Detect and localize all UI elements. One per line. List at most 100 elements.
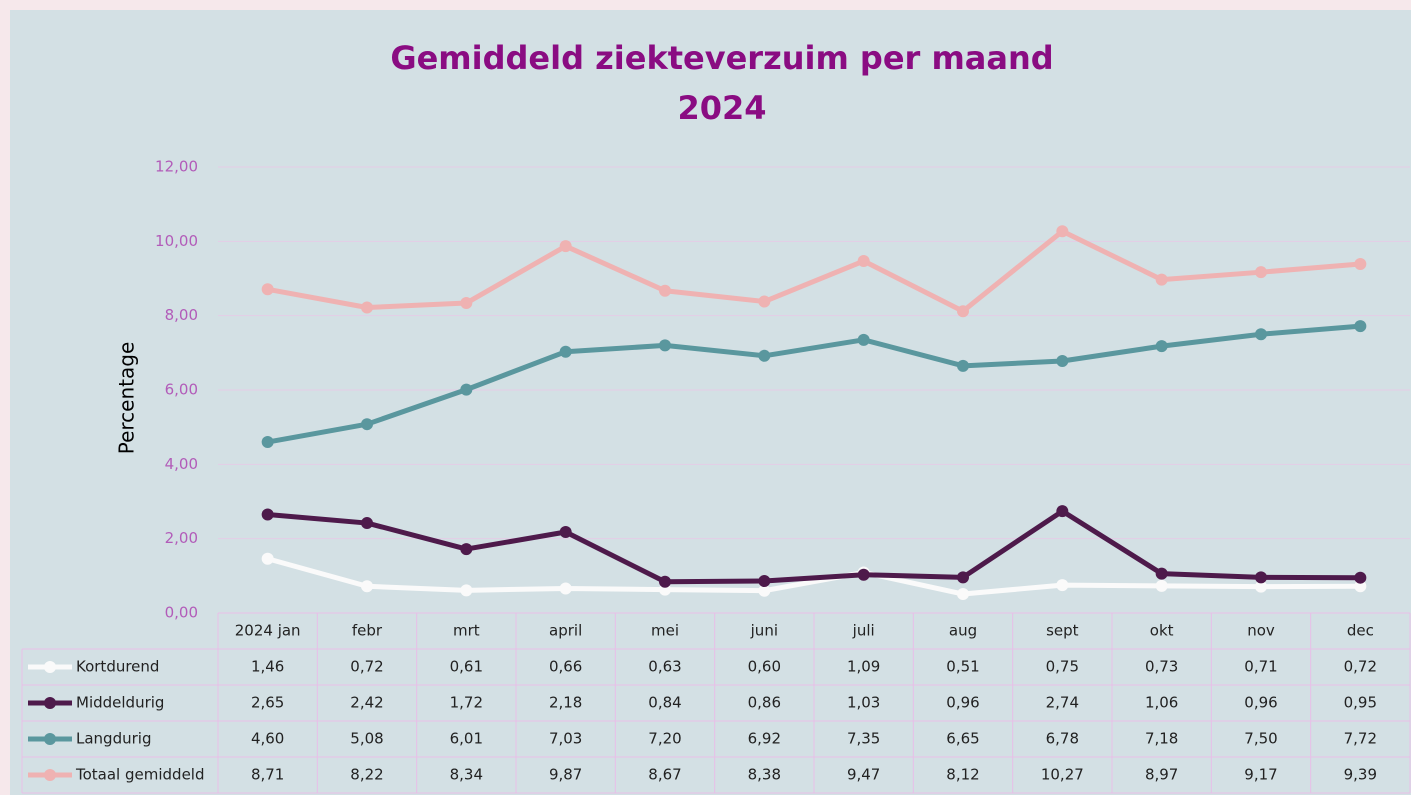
chart-title: Gemiddeld ziekteverzuim per maand [390, 39, 1053, 77]
series-marker [1056, 579, 1069, 592]
x-tick-label: dec [1347, 622, 1374, 640]
table-value: 8,22 [350, 766, 383, 784]
series-marker [758, 575, 771, 588]
series-marker [1155, 567, 1168, 580]
table-value: 9,17 [1244, 766, 1277, 784]
table-value: 2,42 [350, 694, 383, 712]
table-value: 0,61 [450, 658, 483, 676]
legend-label: Middeldurig [76, 694, 164, 712]
y-tick-label: 8,00 [165, 306, 198, 324]
series-line [266, 556, 1361, 597]
series-marker [758, 349, 771, 362]
table-value: 0,71 [1244, 658, 1277, 676]
legend-label: Kortdurend [76, 658, 159, 676]
legend-swatch-marker [44, 697, 56, 709]
x-tick-label: 2024 jan [235, 622, 301, 640]
series-marker [261, 508, 274, 521]
series-marker [261, 552, 274, 565]
table-value: 1,03 [847, 694, 880, 712]
table-value: 1,09 [847, 658, 880, 676]
table-value: 7,50 [1244, 730, 1277, 748]
series-marker [1056, 505, 1069, 518]
legend-swatch-marker [44, 733, 56, 745]
series-marker [1354, 571, 1367, 584]
series-marker [559, 345, 572, 358]
x-tick-label: febr [352, 622, 383, 640]
series-marker [361, 517, 373, 530]
table-value: 1,72 [450, 694, 483, 712]
series-marker [659, 284, 671, 297]
table-value: 0,96 [946, 694, 979, 712]
series-marker [559, 582, 572, 595]
x-tick-label: okt [1150, 622, 1174, 640]
table-value: 7,35 [847, 730, 880, 748]
table-value: 0,72 [1344, 658, 1377, 676]
table-value: 8,71 [251, 766, 284, 784]
series-marker [1155, 340, 1168, 353]
table-value: 2,74 [1046, 694, 1079, 712]
y-tick-label: 6,00 [165, 381, 198, 399]
table-value: 0,84 [648, 694, 681, 712]
table-value: 7,72 [1344, 730, 1377, 748]
table-value: 8,38 [748, 766, 781, 784]
x-tick-label: juli [852, 622, 875, 640]
series-marker [1255, 266, 1267, 279]
table-value: 0,51 [946, 658, 979, 676]
table-value: 7,18 [1145, 730, 1178, 748]
series-marker [1354, 580, 1367, 593]
legend-label: Langdurig [76, 730, 151, 748]
table-value: 0,66 [549, 658, 582, 676]
series-marker [1255, 328, 1267, 341]
table-value: 7,20 [648, 730, 681, 748]
table-value: 4,60 [251, 730, 284, 748]
legend-swatch-marker [44, 661, 56, 673]
table-value: 8,12 [946, 766, 979, 784]
table-value: 5,08 [350, 730, 383, 748]
y-tick-label: 10,00 [155, 232, 198, 250]
series-line [267, 228, 1361, 314]
table-value: 1,06 [1145, 694, 1178, 712]
series-marker [559, 240, 572, 253]
series-marker [957, 571, 969, 584]
series-marker [659, 339, 671, 352]
x-tick-label: aug [949, 622, 977, 640]
chart-background [10, 10, 1411, 795]
table-value: 6,78 [1046, 730, 1079, 748]
series-marker [1056, 225, 1069, 238]
series-marker [857, 333, 870, 346]
y-tick-label: 2,00 [165, 529, 198, 547]
table-value: 8,97 [1145, 766, 1178, 784]
y-tick-label: 4,00 [165, 455, 198, 473]
y-tick-label: 12,00 [155, 158, 198, 176]
legend-label: Totaal gemiddeld [75, 766, 204, 784]
legend-swatch-marker [44, 769, 56, 781]
series-marker [361, 301, 373, 314]
series-marker [758, 295, 771, 308]
series-marker [460, 297, 473, 310]
table-value: 10,27 [1041, 766, 1084, 784]
series-marker [460, 383, 473, 396]
x-tick-label: nov [1247, 622, 1275, 640]
series-marker [1255, 580, 1267, 593]
series-marker [1155, 579, 1168, 592]
table-value: 8,67 [648, 766, 681, 784]
x-tick-label: mrt [453, 622, 480, 640]
table-value: 0,60 [748, 658, 781, 676]
series-marker [758, 584, 771, 597]
table-value: 0,73 [1145, 658, 1178, 676]
series-marker [1354, 258, 1367, 271]
series-marker [460, 543, 473, 556]
series-line [267, 323, 1361, 445]
table-value: 0,72 [350, 658, 383, 676]
series-marker [361, 580, 373, 593]
series-marker [957, 305, 969, 318]
series-marker [659, 575, 671, 588]
table-value: 0,75 [1046, 658, 1079, 676]
x-tick-label: sept [1046, 622, 1079, 640]
table-value: 8,34 [450, 766, 483, 784]
series-marker [261, 436, 274, 449]
table-value: 6,92 [748, 730, 781, 748]
series-marker [857, 255, 870, 268]
